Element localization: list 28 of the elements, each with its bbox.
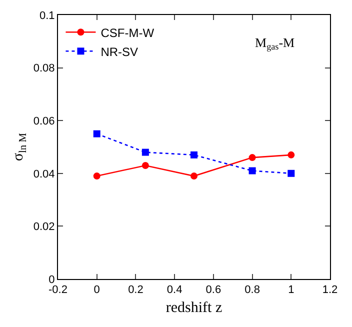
legend-label: NR-SV	[100, 44, 138, 59]
y-tick-label: 0.02	[33, 221, 55, 234]
legend-label: CSF-M-W	[100, 26, 155, 40]
point	[93, 130, 100, 138]
x-tick-label: 1.2	[322, 284, 338, 296]
y-tick-label: 0.06	[33, 115, 55, 128]
x-tick-label: 1	[288, 284, 294, 296]
annotation: M$_{gas}$-M	[255, 35, 296, 52]
y-tick-label: 0.08	[33, 62, 55, 75]
point	[93, 172, 100, 180]
point	[142, 148, 149, 156]
y-tick-label: 0.04	[33, 168, 55, 180]
point	[248, 167, 256, 174]
x-axis-title: redshift z	[166, 300, 222, 316]
point	[288, 170, 295, 177]
x-tick-label: -0.2	[48, 284, 68, 296]
x-tick-label: 0.6	[206, 284, 222, 296]
y-tick-label: 0.1	[40, 10, 55, 22]
x-tick-label: 0.2	[128, 284, 144, 296]
x-tick-label: 0	[94, 284, 100, 296]
point	[190, 172, 198, 180]
point	[190, 151, 198, 158]
point	[142, 162, 149, 169]
point	[288, 151, 295, 158]
x-tick-label: 0.4	[166, 284, 182, 296]
point	[248, 154, 256, 162]
y-tick-label: 0	[48, 274, 55, 286]
x-tick-label: 0.8	[244, 284, 260, 296]
